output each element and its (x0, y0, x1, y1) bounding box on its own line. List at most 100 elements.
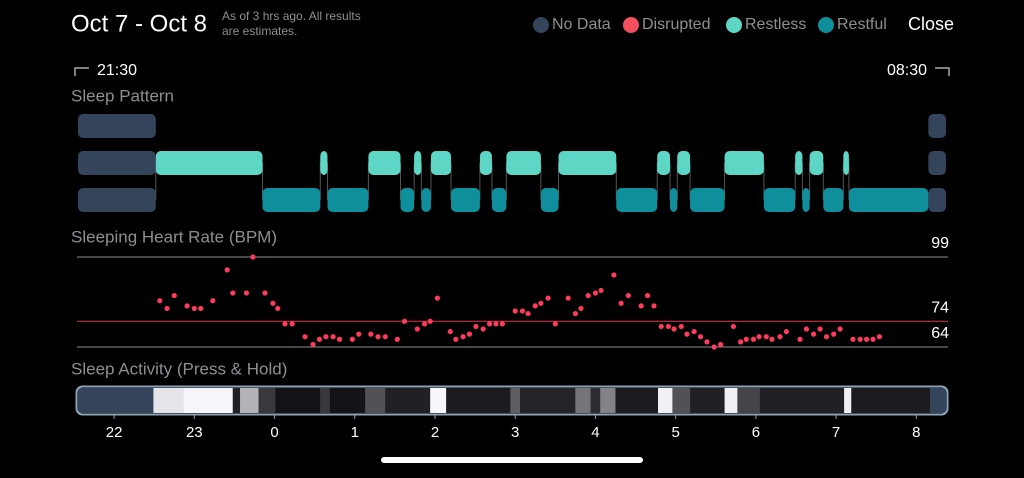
x-tick-label: 1 (351, 424, 359, 441)
heart-rate-point (349, 336, 355, 342)
legend-label: Restful (837, 16, 887, 33)
heart-rate-point (850, 336, 856, 342)
y-tick-label: 99 (931, 235, 949, 252)
sleep-segment (795, 151, 803, 175)
activity-segment (658, 388, 673, 413)
heart-rate-point (837, 326, 843, 332)
legend-label: No Data (552, 16, 611, 33)
activity-segment (385, 388, 431, 413)
heart-rate-point (323, 334, 329, 340)
heart-rate-point (638, 303, 644, 309)
heart-rate-point (644, 292, 651, 299)
heart-rate-point (763, 334, 769, 340)
heart-rate-point (717, 341, 724, 348)
sleep-segment (327, 188, 369, 212)
activity-segment (851, 388, 930, 413)
x-tick-label: 6 (752, 424, 760, 441)
activity-segment (600, 388, 616, 413)
section-title: Sleeping Heart Rate (BPM) (71, 227, 277, 246)
heart-rate-point (250, 254, 256, 260)
heart-rate-point (394, 336, 400, 342)
heart-rate-point (811, 331, 817, 337)
heart-rate-point (330, 334, 336, 340)
sleep-segment (479, 151, 492, 175)
title: Oct 7 - Oct 8 (71, 10, 207, 37)
legend-swatch (818, 17, 834, 33)
heart-rate-point (625, 292, 631, 299)
sleep-segment (677, 151, 691, 175)
legend-swatch (623, 17, 639, 33)
heart-rate-point (863, 336, 870, 342)
heart-rate-point (480, 326, 486, 332)
heart-rate-point (289, 321, 295, 327)
heart-rate-point (738, 339, 744, 345)
close-button[interactable]: Close (908, 14, 954, 34)
heart-rate-point (157, 298, 163, 304)
section-title: Sleep Pattern (71, 86, 174, 105)
legend-label: Disrupted (642, 16, 710, 33)
activity-segment (183, 388, 233, 413)
heart-rate-point (743, 336, 749, 342)
heart-rate-point (831, 331, 837, 337)
legend-swatch (726, 17, 742, 33)
heart-rate-point (198, 305, 204, 312)
activity-segment (153, 388, 184, 413)
heart-rate-point (730, 323, 737, 330)
x-tick-label: 0 (270, 424, 278, 441)
heart-rate-point (783, 328, 789, 335)
heart-rate-point (777, 334, 783, 340)
heart-rate-point (857, 336, 863, 342)
x-tick-label: 4 (591, 424, 599, 441)
activity-segment (275, 388, 321, 413)
heart-rate-point (684, 331, 690, 337)
heart-rate-point (270, 300, 276, 306)
activity-segment (590, 388, 601, 413)
activity-segment (446, 388, 511, 413)
activity-segment (615, 388, 659, 413)
heart-rate-point (750, 336, 757, 342)
sleep-segment (368, 151, 401, 175)
sleep-segment (823, 188, 844, 212)
heart-rate-point (282, 321, 288, 327)
sleep-segment (414, 151, 422, 175)
heart-rate-point (592, 290, 599, 296)
heart-rate-point (691, 328, 697, 335)
heart-rate-point (224, 267, 230, 273)
y-tick-label: 74 (931, 300, 949, 317)
activity-segment (510, 388, 521, 413)
sleep-segment (802, 188, 810, 212)
heart-rate-point (453, 336, 459, 342)
x-tick-label: 3 (511, 424, 519, 441)
heart-rate-point (565, 295, 571, 301)
sleep-segment (616, 188, 658, 212)
activity-segment (258, 388, 276, 413)
heart-rate-point (697, 334, 704, 340)
heart-rate-point (797, 336, 803, 342)
x-tick-label: 22 (106, 424, 123, 441)
sleep-segment (670, 188, 678, 212)
end-time: 08:30 (887, 62, 927, 79)
heart-rate-point (665, 323, 672, 330)
activity-segment (737, 388, 760, 413)
heart-rate-point (486, 321, 493, 327)
x-tick-label: 5 (671, 424, 679, 441)
heart-rate-point (499, 321, 505, 327)
sleep-segment (430, 151, 452, 175)
heart-rate-point (310, 341, 316, 348)
heart-rate-point (414, 326, 420, 332)
home-indicator (381, 457, 643, 463)
heart-rate-point (756, 334, 762, 340)
heart-rate-point (803, 326, 810, 332)
sleep-segment (400, 188, 415, 212)
activity-frame (75, 385, 949, 416)
heart-rate-point (184, 303, 190, 309)
sleep-segment (928, 114, 946, 138)
sleep-segment (690, 188, 725, 212)
heart-rate-point (817, 326, 823, 332)
heart-rate-point (711, 344, 717, 350)
heart-rate-point (466, 331, 473, 337)
sleep-segment (451, 188, 480, 212)
section-title: Sleep Activity (Press & Hold) (71, 359, 287, 378)
sleep-segment (320, 151, 328, 175)
heart-rate-point (585, 292, 591, 299)
